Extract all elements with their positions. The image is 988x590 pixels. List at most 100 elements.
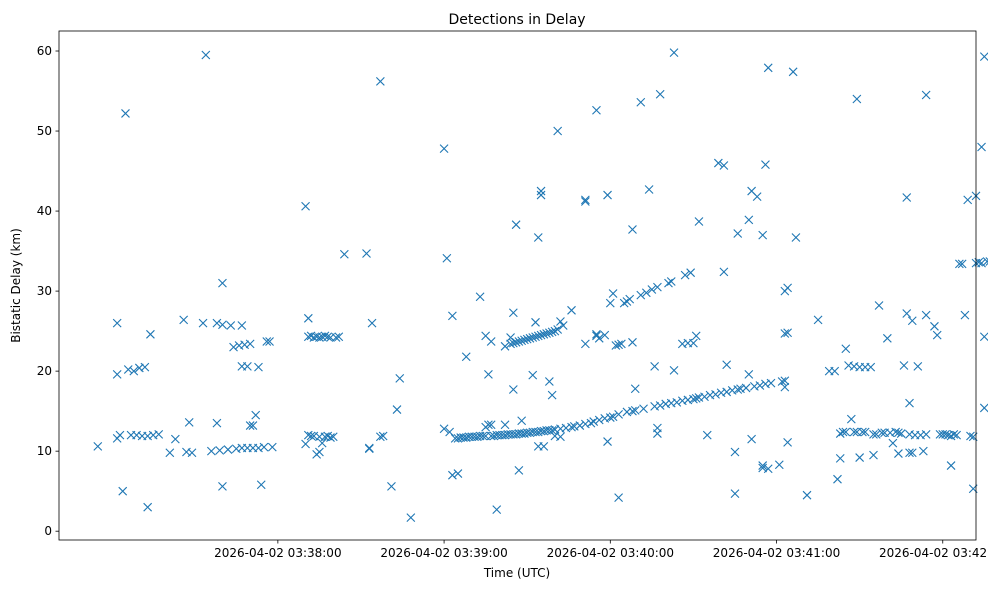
- data-point: [906, 399, 914, 407]
- data-point: [789, 68, 797, 76]
- data-point: [146, 330, 154, 338]
- data-point: [922, 430, 930, 438]
- data-point: [784, 438, 792, 446]
- data-point: [889, 439, 897, 447]
- data-point: [847, 415, 855, 423]
- data-point: [720, 268, 728, 276]
- data-point: [454, 470, 462, 478]
- data-series: [94, 49, 988, 522]
- data-point: [620, 299, 628, 307]
- data-point: [534, 233, 542, 241]
- data-point: [556, 318, 564, 326]
- plot-frame: [59, 31, 976, 540]
- data-point: [254, 363, 262, 371]
- data-point: [653, 424, 661, 432]
- data-point: [387, 482, 395, 490]
- data-point: [903, 310, 911, 318]
- data-point: [213, 419, 221, 427]
- data-point: [748, 435, 756, 443]
- data-point: [559, 322, 567, 330]
- data-point: [592, 106, 600, 114]
- data-point: [775, 461, 783, 469]
- data-point: [484, 370, 492, 378]
- data-point: [207, 447, 215, 455]
- data-point: [532, 318, 540, 326]
- data-point: [554, 127, 562, 135]
- data-point: [302, 202, 310, 210]
- y-tick-label: 20: [37, 364, 52, 378]
- data-point: [540, 442, 548, 450]
- data-point: [673, 398, 681, 406]
- data-point: [615, 494, 623, 502]
- data-point: [919, 447, 927, 455]
- y-tick-label: 10: [37, 444, 52, 458]
- data-point: [731, 490, 739, 498]
- data-point: [238, 322, 246, 330]
- data-point: [814, 316, 822, 324]
- data-point: [883, 334, 891, 342]
- data-point: [645, 185, 653, 193]
- data-point: [595, 416, 603, 424]
- data-point: [515, 466, 523, 474]
- data-point: [894, 450, 902, 458]
- data-point: [604, 191, 612, 199]
- data-point: [656, 402, 664, 410]
- data-point: [903, 193, 911, 201]
- data-point: [318, 439, 326, 447]
- data-point: [723, 388, 731, 396]
- data-point: [440, 145, 448, 153]
- data-point: [199, 319, 207, 327]
- data-point: [745, 370, 753, 378]
- data-point: [606, 299, 614, 307]
- data-point: [831, 367, 839, 375]
- data-point: [637, 98, 645, 106]
- data-point: [734, 229, 742, 237]
- y-tick-label: 60: [37, 44, 52, 58]
- data-point: [933, 331, 941, 339]
- y-tick-label: 30: [37, 284, 52, 298]
- data-point: [853, 95, 861, 103]
- data-point: [767, 379, 775, 387]
- y-tick-label: 0: [44, 524, 52, 538]
- data-point: [980, 333, 988, 341]
- x-tick-label: 2026-04-02 03:38:00: [214, 546, 341, 560]
- data-point: [723, 361, 731, 369]
- data-point: [651, 362, 659, 370]
- data-point: [185, 418, 193, 426]
- data-point: [396, 374, 404, 382]
- data-point: [224, 446, 232, 454]
- data-point: [900, 362, 908, 370]
- data-point: [803, 491, 811, 499]
- data-point: [216, 446, 224, 454]
- data-point: [537, 191, 545, 199]
- data-point: [764, 64, 772, 72]
- data-point: [947, 462, 955, 470]
- data-point: [501, 421, 509, 429]
- data-point: [94, 442, 102, 450]
- data-point: [869, 451, 877, 459]
- data-point: [218, 321, 226, 329]
- data-point: [304, 314, 312, 322]
- data-point: [609, 290, 617, 298]
- data-point: [670, 366, 678, 374]
- data-point: [756, 382, 764, 390]
- data-point: [626, 295, 634, 303]
- data-point: [529, 371, 537, 379]
- data-point: [792, 233, 800, 241]
- x-tick-label: 2026-04-02 03:41:00: [713, 546, 840, 560]
- data-point: [113, 370, 121, 378]
- data-point: [784, 284, 792, 292]
- data-point: [462, 353, 470, 361]
- data-point: [908, 317, 916, 325]
- data-point: [166, 449, 174, 457]
- data-point: [980, 404, 988, 412]
- data-point: [202, 51, 210, 59]
- data-point: [116, 431, 124, 439]
- data-point: [340, 250, 348, 258]
- data-point: [759, 231, 767, 239]
- y-axis-label: Bistatic Delay (km): [9, 228, 23, 343]
- data-point: [545, 378, 553, 386]
- data-point: [701, 393, 709, 401]
- data-point: [842, 345, 850, 353]
- data-point: [568, 306, 576, 314]
